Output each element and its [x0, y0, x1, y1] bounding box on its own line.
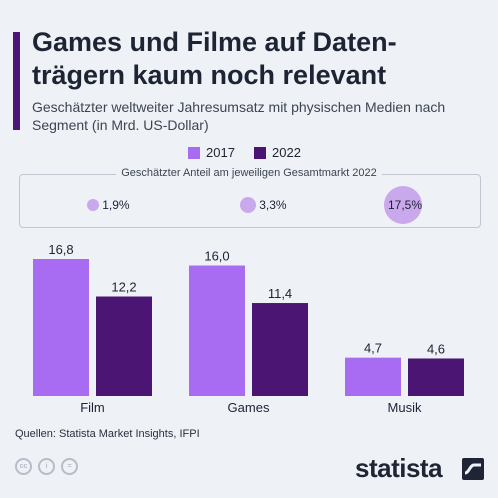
- data-label-musik-2022: 4,6: [427, 341, 445, 356]
- bar-film-2022: [96, 296, 152, 396]
- legend-swatch-2022: [254, 147, 266, 159]
- share-label-games: 3,3%: [259, 198, 287, 212]
- statista-logo[interactable]: statista: [355, 453, 443, 483]
- bar-film-2017: [33, 259, 89, 396]
- cc-icon[interactable]: cc: [15, 458, 32, 475]
- no-derivatives-icon[interactable]: =: [61, 458, 78, 475]
- source-note: Quellen: Statista Market Insights, IFPI: [15, 428, 200, 440]
- legend: 2017 2022: [0, 143, 498, 163]
- statista-logo-icon: [462, 458, 484, 480]
- data-label-games-2017: 16,0: [204, 249, 229, 264]
- category-label-musik: Musik: [388, 400, 422, 415]
- share-label-musik: 17,5%: [388, 198, 423, 212]
- category-label-games: Games: [228, 400, 270, 415]
- market-share-caption: Geschätzter Anteil am jeweiligen Gesamtm…: [0, 165, 498, 181]
- share-circle-film: [86, 198, 100, 212]
- data-label-games-2022: 11,4: [268, 286, 292, 301]
- legend-swatch-2017: [188, 147, 200, 159]
- share-label-film: 1,9%: [102, 198, 130, 212]
- bar-musik-2022: [408, 358, 464, 396]
- bar-games-2022: [252, 303, 308, 396]
- legend-label-2022: 2022: [272, 145, 301, 160]
- title-accent-bar: [13, 32, 20, 130]
- share-circle-musik: [384, 186, 422, 224]
- bar-games-2017: [189, 265, 245, 396]
- share-circle-games: [239, 196, 257, 214]
- chart-subtitle: Geschätzter weltweiter Jahresumsatz mit …: [32, 99, 446, 133]
- chart-title: Games und Filme auf Daten-trägern kaum n…: [32, 27, 397, 90]
- bar-musik-2017: [345, 357, 401, 396]
- legend-label-2017: 2017: [206, 145, 235, 160]
- data-label-film-2022: 12,2: [111, 280, 136, 295]
- attribution-icon[interactable]: i: [38, 458, 55, 475]
- data-label-musik-2017: 4,7: [364, 341, 382, 356]
- data-label-film-2017: 16,8: [48, 242, 73, 257]
- category-label-film: Film: [80, 400, 105, 415]
